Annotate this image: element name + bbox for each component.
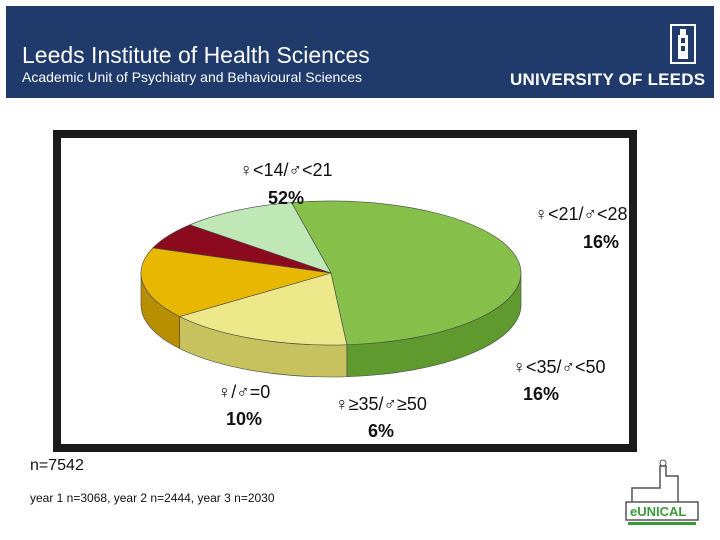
page-title: Leeds Institute of Health Sciences	[22, 42, 370, 68]
slice-label: ♀<35/♂<50	[512, 357, 605, 377]
chart-frame: ♀<14/♂<21 52% ♀<21/♂<28 16% ♀<35/♂<50 16% ♀≥35…	[53, 130, 637, 452]
slice-percentage: 16%	[523, 384, 559, 404]
tower-icon	[670, 24, 696, 64]
university-name: UNIVERSITY OF LEEDS	[510, 70, 706, 89]
pie-slice	[178, 272, 348, 346]
slice-percentage: 6%	[368, 421, 394, 441]
slice-label: ♀/♂=0	[218, 382, 271, 402]
eunical-logo-text: eUNICAL	[630, 504, 686, 519]
year-breakdown: year 1 n=3068, year 2 n=2444, year 3 n=2…	[30, 491, 275, 505]
header-banner: Leeds Institute of Health Sciences Acade…	[6, 6, 714, 98]
pie-chart: ♀<14/♂<21 52% ♀<21/♂<28 16% ♀<35/♂<50 16% ♀≥35…	[140, 160, 628, 441]
slice-label: ♀≥35/♂≥50	[335, 394, 427, 414]
slice-percentage: 52%	[268, 188, 304, 208]
eunical-logo: eUNICAL	[620, 458, 704, 532]
page-subtitle: Academic Unit of Psychiatry and Behaviou…	[22, 69, 363, 85]
pie-slice	[140, 247, 332, 317]
slice-label: ♀<21/♂<28	[534, 204, 627, 224]
sample-size: n=7542	[30, 457, 84, 474]
university-logo: UNIVERSITY OF LEEDS	[498, 24, 706, 96]
pie-slice	[291, 200, 522, 346]
chart-area: ♀<14/♂<21 52% ♀<21/♂<28 16% ♀<35/♂<50 16% ♀≥35…	[61, 138, 629, 444]
slice-label: ♀<14/♂<21	[239, 160, 332, 180]
slice-percentage: 16%	[583, 232, 619, 252]
slice-percentage: 10%	[226, 409, 262, 429]
pie-slice	[188, 202, 332, 274]
